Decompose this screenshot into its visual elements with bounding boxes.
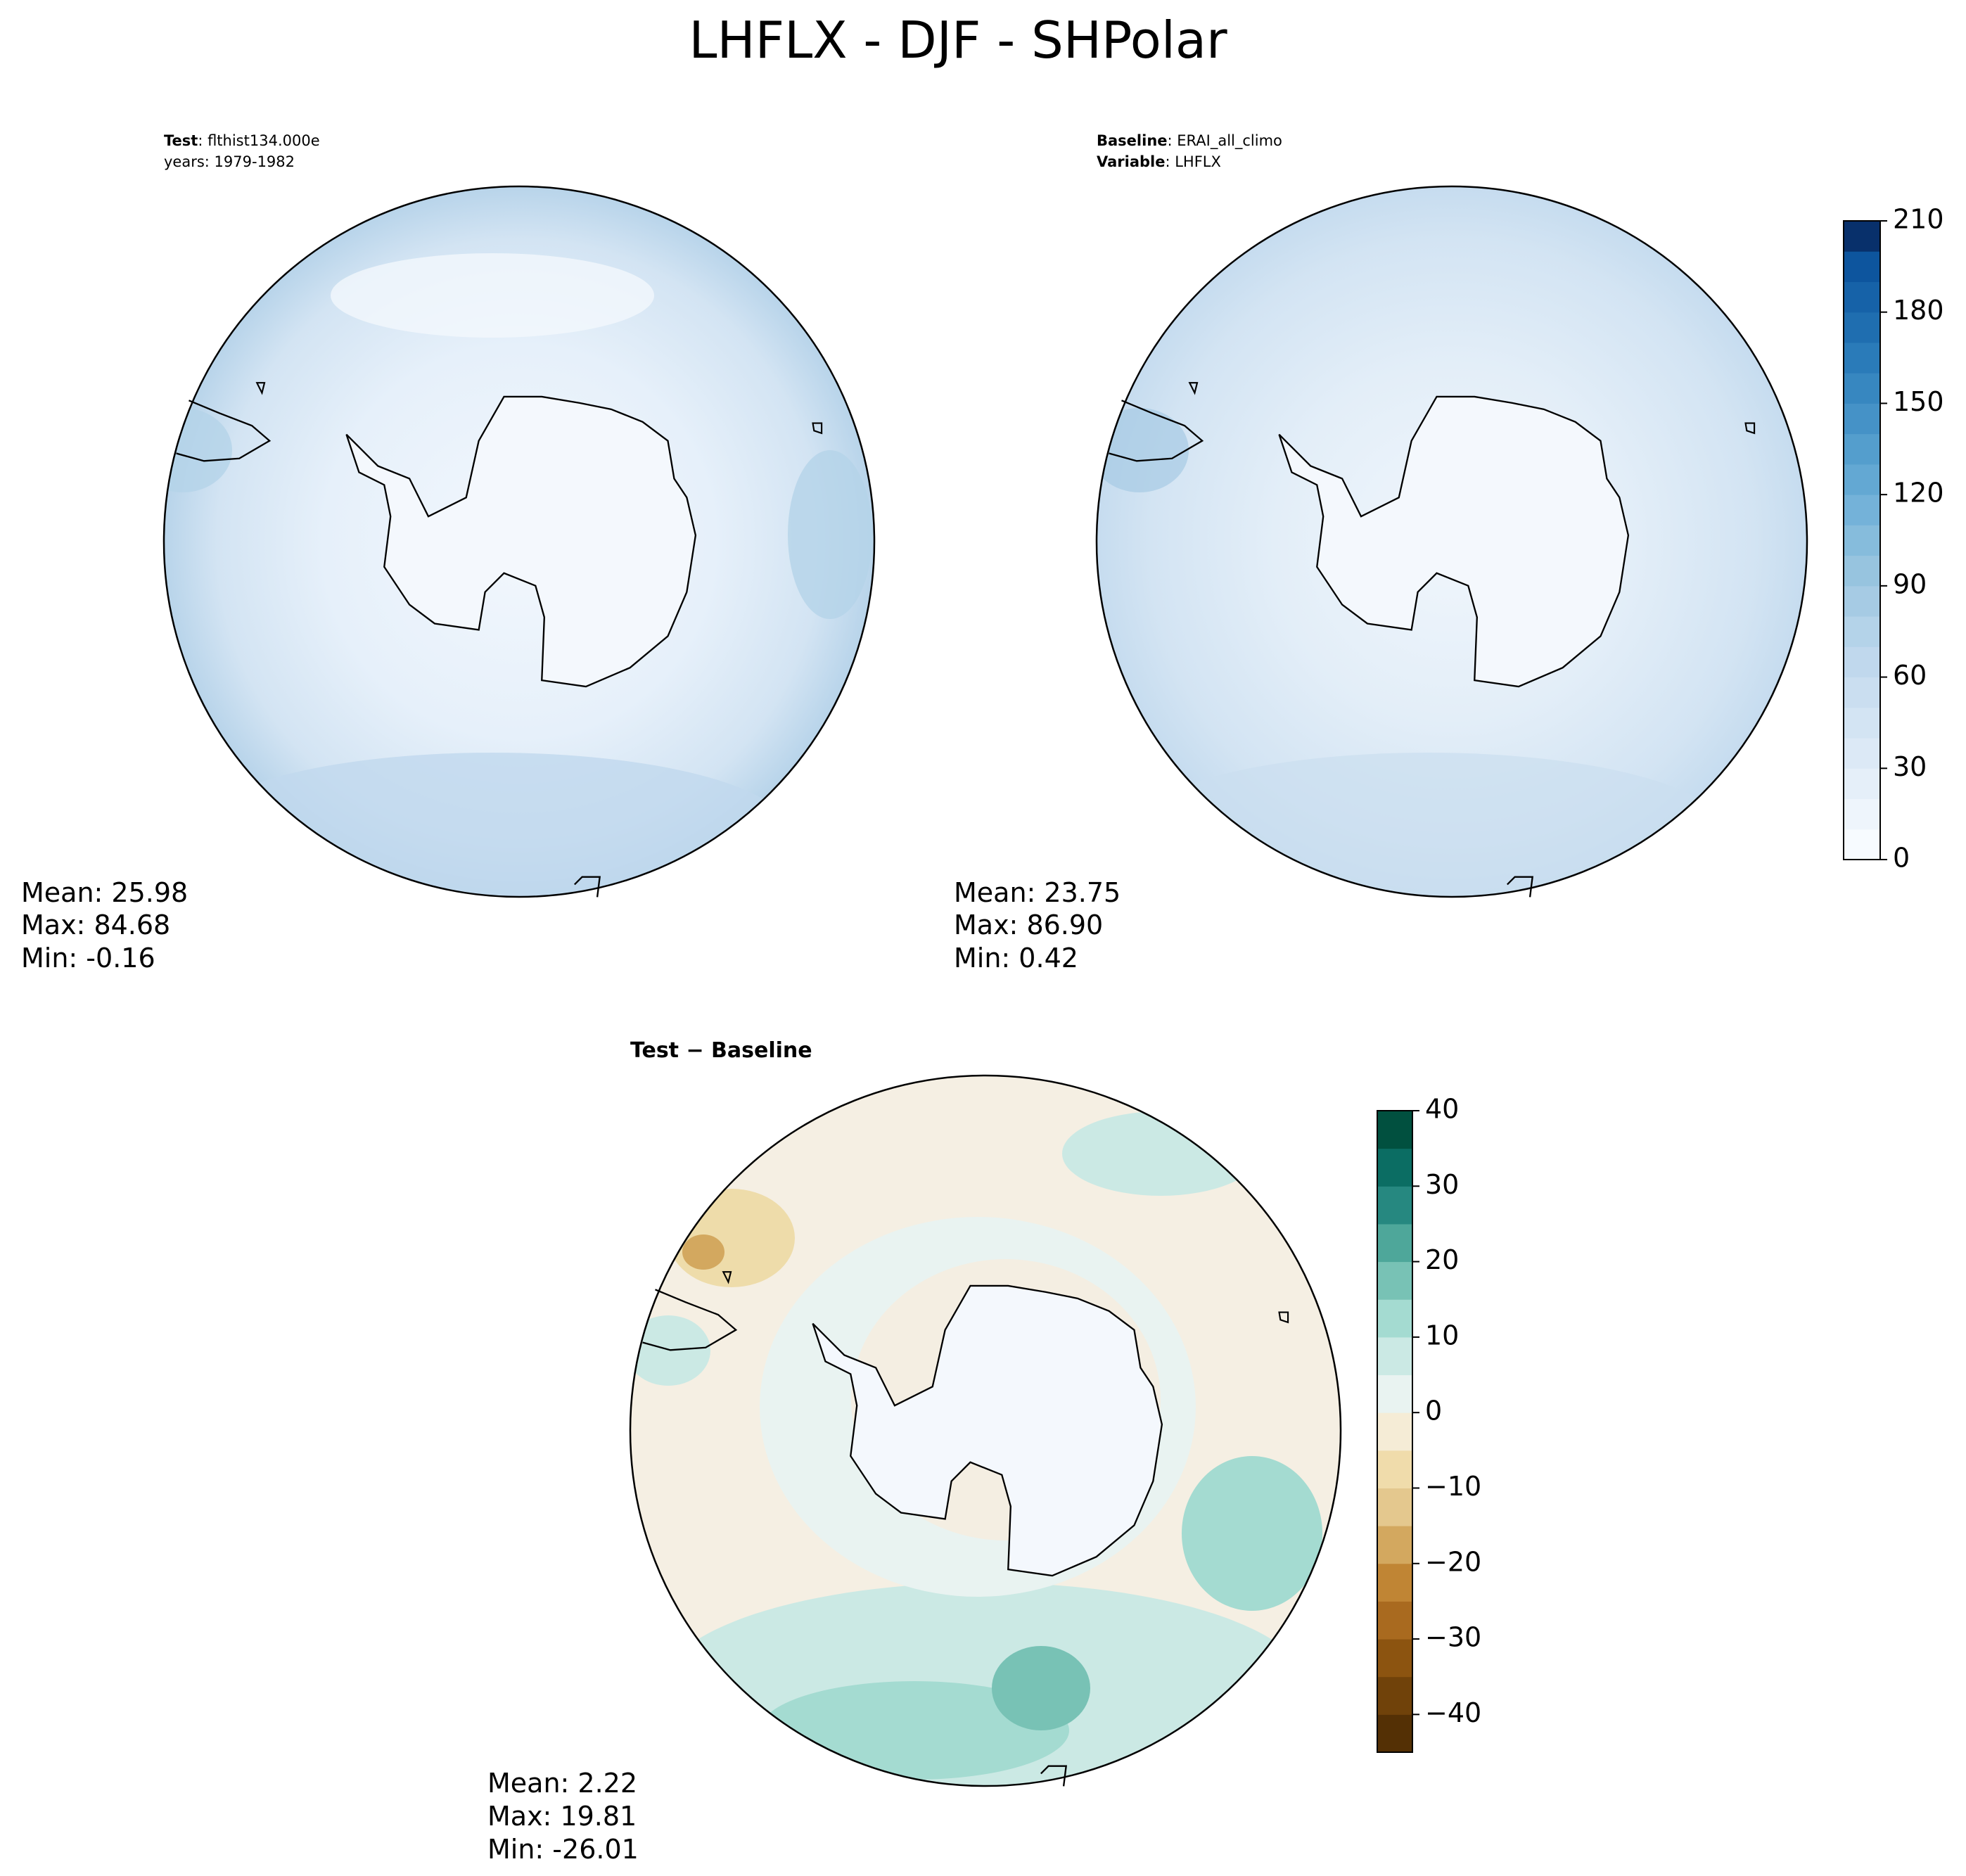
colorbar-band	[1844, 768, 1880, 800]
colorbar-band	[1377, 1450, 1412, 1488]
colorbar-band	[1844, 646, 1880, 678]
stat: Min: -26.01	[487, 1834, 639, 1865]
colorbar-band	[1844, 555, 1880, 587]
label-value: : ERAI_all_climo	[1168, 132, 1282, 150]
colorbar-tick-label: 20	[1425, 1244, 1459, 1275]
colorbar-band	[1844, 585, 1880, 617]
colorbar-band	[1844, 525, 1880, 556]
colorbar-frame	[1843, 220, 1881, 860]
baseline-map	[1095, 185, 1808, 898]
colorbar-band	[1844, 342, 1880, 374]
panel-label: Test − Baseline	[630, 1038, 812, 1063]
colorbar-band	[1377, 1336, 1412, 1376]
label-key: Variable	[1097, 153, 1165, 170]
colorbar-band	[1377, 1261, 1412, 1300]
colorbar-band	[1844, 403, 1880, 435]
panel-label-line2: Variable: LHFLX	[1097, 153, 1221, 170]
colorbar-band	[1844, 281, 1880, 313]
colorbar-tick-label: 30	[1893, 751, 1927, 782]
test-map	[162, 185, 876, 898]
colorbar-band	[1377, 1374, 1412, 1413]
stat: Mean: 25.98	[21, 877, 188, 908]
colorbar-tick-label: −30	[1425, 1622, 1481, 1653]
stat: Max: 86.90	[954, 910, 1103, 940]
colorbar-band	[1844, 251, 1880, 282]
colorbar-tick-label: 210	[1893, 204, 1944, 235]
colorbar-tick-label: 40	[1425, 1094, 1459, 1125]
colorbar-tick-label: 0	[1893, 843, 1910, 874]
colorbar-tick-label: 30	[1425, 1169, 1459, 1200]
colorbar-band	[1844, 677, 1880, 708]
colorbar-band	[1844, 616, 1880, 647]
figure-title: LHFLX - DJF - SHPolar	[689, 11, 1227, 70]
colorbar-band	[1377, 1111, 1412, 1149]
colorbar-band	[1377, 1148, 1412, 1187]
colorbar-band	[1377, 1299, 1412, 1338]
colorbar-band	[1377, 1563, 1412, 1602]
stat: Max: 84.68	[21, 910, 170, 940]
colorbar-band	[1844, 373, 1880, 404]
colorbar-band	[1844, 494, 1880, 525]
colorbar-band	[1844, 707, 1880, 739]
colorbar-tick-label: 180	[1893, 295, 1944, 326]
colorbar-band	[1377, 1223, 1412, 1263]
stat: Mean: 23.75	[954, 877, 1121, 908]
colorbar-band	[1377, 1186, 1412, 1225]
colorbar-band	[1377, 1639, 1412, 1678]
stat: Min: 0.42	[954, 943, 1078, 974]
colorbar-band	[1377, 1676, 1412, 1715]
stat: Max: 19.81	[487, 1801, 637, 1832]
colorbar-band	[1844, 829, 1880, 860]
panel-label: Baseline: ERAI_all_climo	[1097, 132, 1282, 150]
panel-label: Test: flthist134.000e	[164, 132, 320, 149]
colorbar-band	[1377, 1601, 1412, 1640]
colorbar-band	[1844, 312, 1880, 343]
colorbar-tick-label: −40	[1425, 1697, 1481, 1728]
colorbar-band	[1377, 1412, 1412, 1451]
colorbar-band	[1844, 221, 1880, 252]
difference-map	[629, 1074, 1342, 1787]
colorbar-frame	[1377, 1110, 1413, 1753]
colorbar-tick-label: 90	[1893, 568, 1927, 599]
colorbar-tick-label: 60	[1893, 660, 1927, 691]
colorbar-tick-label: −10	[1425, 1471, 1481, 1502]
colorbar-band	[1377, 1526, 1412, 1564]
label-value: : LHFLX	[1165, 153, 1220, 170]
colorbar-band	[1377, 1488, 1412, 1526]
colorbar-tick-label: 0	[1425, 1396, 1442, 1427]
label-key: Baseline	[1097, 132, 1168, 149]
colorbar-tick-label: −20	[1425, 1546, 1481, 1577]
panel-label-line2: years: 1979-1982	[164, 153, 295, 170]
colorbar-band	[1844, 798, 1880, 830]
stat: Mean: 2.22	[487, 1768, 637, 1799]
label-value: : flthist134.000e	[198, 132, 319, 149]
stat: Min: -0.16	[21, 943, 155, 974]
label-key: Test	[164, 132, 198, 149]
colorbar-band	[1844, 464, 1880, 495]
colorbar-tick-label: 120	[1893, 478, 1944, 509]
colorbar-band	[1844, 433, 1880, 465]
colorbar-band	[1377, 1714, 1412, 1753]
colorbar-tick-label: 10	[1425, 1320, 1459, 1351]
colorbar-tick-label: 150	[1893, 386, 1944, 417]
colorbar-band	[1844, 738, 1880, 769]
